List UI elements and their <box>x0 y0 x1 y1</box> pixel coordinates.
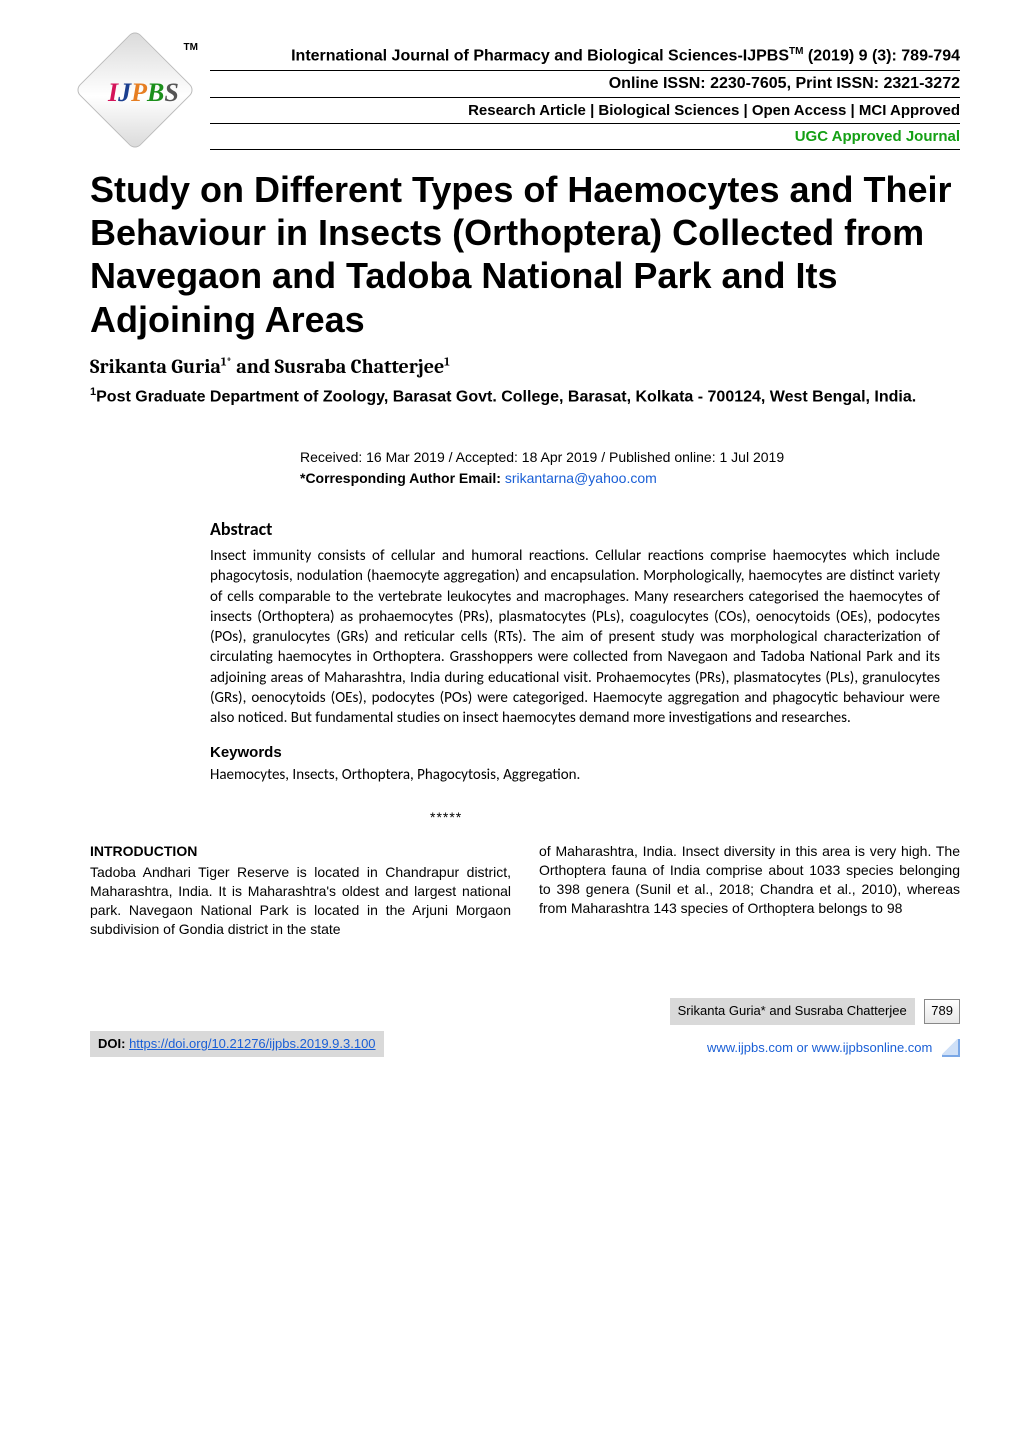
page-curl-icon <box>942 1039 960 1057</box>
corresponding-author: *Corresponding Author Email: srikantarna… <box>300 469 960 489</box>
header-article-type: Research Article | Biological Sciences |… <box>210 100 960 124</box>
intro-text-right: of Maharashtra, India. Insect diversity … <box>539 843 960 916</box>
received-accepted-published: Received: 16 Mar 2019 / Accepted: 18 Apr… <box>300 448 960 468</box>
header-journal-title: International Journal of Pharmacy and Bi… <box>210 45 960 71</box>
doi-link[interactable]: https://doi.org/10.21276/ijpbs.2019.9.3.… <box>129 1036 375 1051</box>
header-issn: Online ISSN: 2230-7605, Print ISSN: 2321… <box>210 73 960 98</box>
logo-letters: IJPBS <box>108 75 179 111</box>
keywords-heading: Keywords <box>210 742 940 763</box>
footer-website: www.ijpbs.com or www.ijpbsonline.com <box>670 1039 960 1058</box>
page-footer: DOI: https://doi.org/10.21276/ijpbs.2019… <box>90 998 960 1057</box>
intro-text-left: Tadoba Andhari Tiger Reserve is located … <box>90 864 511 937</box>
doi-label: DOI: <box>98 1036 129 1051</box>
footer-right: Srikanta Guria* and Susraba Chatterjee 7… <box>670 998 960 1057</box>
header-text-block: International Journal of Pharmacy and Bi… <box>210 45 960 150</box>
authors-line: Srikanta Guria1* and Susraba Chatterjee1 <box>90 353 960 381</box>
body-columns: INTRODUCTION Tadoba Andhari Tiger Reserv… <box>90 842 960 938</box>
keywords-body: Haemocytes, Insects, Orthoptera, Phagocy… <box>210 765 940 786</box>
journal-header: TM IJPBS International Journal of Pharma… <box>90 45 960 150</box>
affiliation: 1Post Graduate Department of Zoology, Ba… <box>90 385 960 408</box>
header-ugc-approved: UGC Approved Journal <box>210 126 960 150</box>
author-1: Srikanta Guria <box>90 355 221 378</box>
author-2: Susraba Chatterjee <box>275 355 445 378</box>
abstract-heading: Abstract <box>210 517 940 542</box>
journal-logo: TM IJPBS <box>90 45 210 135</box>
introduction-heading: INTRODUCTION <box>90 842 511 861</box>
column-right: of Maharashtra, India. Insect diversity … <box>539 842 960 938</box>
dates-block: Received: 16 Mar 2019 / Accepted: 18 Apr… <box>300 448 960 489</box>
footer-authors: Srikanta Guria* and Susraba Chatterjee <box>670 998 915 1024</box>
column-left: INTRODUCTION Tadoba Andhari Tiger Reserv… <box>90 842 511 938</box>
doi-box: DOI: https://doi.org/10.21276/ijpbs.2019… <box>90 1031 384 1057</box>
page-number: 789 <box>924 999 960 1023</box>
corresponding-email[interactable]: srikantarna@yahoo.com <box>505 470 657 486</box>
abstract-body: Insect immunity consists of cellular and… <box>210 546 940 728</box>
article-title: Study on Different Types of Haemocytes a… <box>90 168 960 341</box>
abstract-section: Abstract Insect immunity consists of cel… <box>210 517 940 786</box>
section-divider-stars: ***** <box>430 808 960 828</box>
logo-tm: TM <box>184 41 198 55</box>
